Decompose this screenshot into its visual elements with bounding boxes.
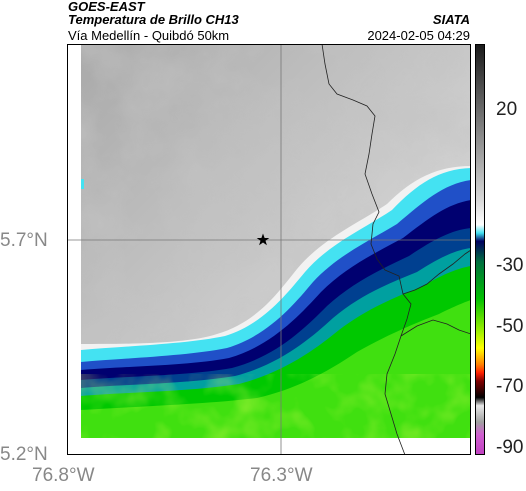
colorbar-tick-label: -90 bbox=[496, 437, 524, 458]
lon-tick-label: 76.3°W bbox=[250, 465, 313, 486]
satellite-name: GOES-EAST bbox=[68, 0, 145, 14]
lon-tick-label: 76.8°W bbox=[32, 465, 95, 486]
colorbar-tick-label: -50 bbox=[496, 316, 524, 337]
colorbar bbox=[475, 44, 485, 455]
colorbar-tick-label: -70 bbox=[496, 376, 524, 397]
map-frame bbox=[67, 44, 471, 455]
border-line bbox=[402, 249, 471, 295]
source-label: SIATA bbox=[432, 12, 470, 27]
product-title: Temperatura de Brillo CH13 bbox=[68, 12, 239, 27]
star-icon[interactable] bbox=[256, 233, 270, 246]
border-line bbox=[321, 44, 412, 455]
lat-tick-label: 5.2°N bbox=[0, 444, 48, 465]
border-line bbox=[400, 319, 471, 337]
colorbar-tick-label: -30 bbox=[496, 255, 524, 276]
lat-tick-label: 5.7°N bbox=[0, 230, 48, 251]
datetime-label: 2024-02-05 04:29 bbox=[367, 28, 470, 43]
region-label: Vía Medellín - Quibdó 50km bbox=[68, 28, 230, 43]
satellite-map[interactable] bbox=[67, 44, 471, 455]
colorbar-tick-label: 20 bbox=[496, 99, 518, 120]
